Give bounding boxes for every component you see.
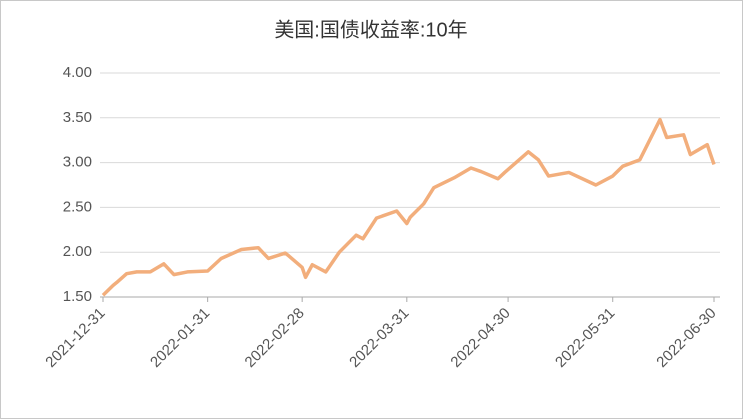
y-tick-label: 4.00 [63,64,92,81]
chart-title: 美国:国债收益率:10年 [274,18,467,41]
y-tick-label: 3.50 [63,109,92,126]
line-series [101,117,716,297]
y-tick-label: 1.50 [63,288,92,305]
y-tick-label: 2.00 [63,243,92,260]
y-tick-label: 2.50 [63,198,92,215]
y-tick-label: 3.00 [63,154,92,171]
